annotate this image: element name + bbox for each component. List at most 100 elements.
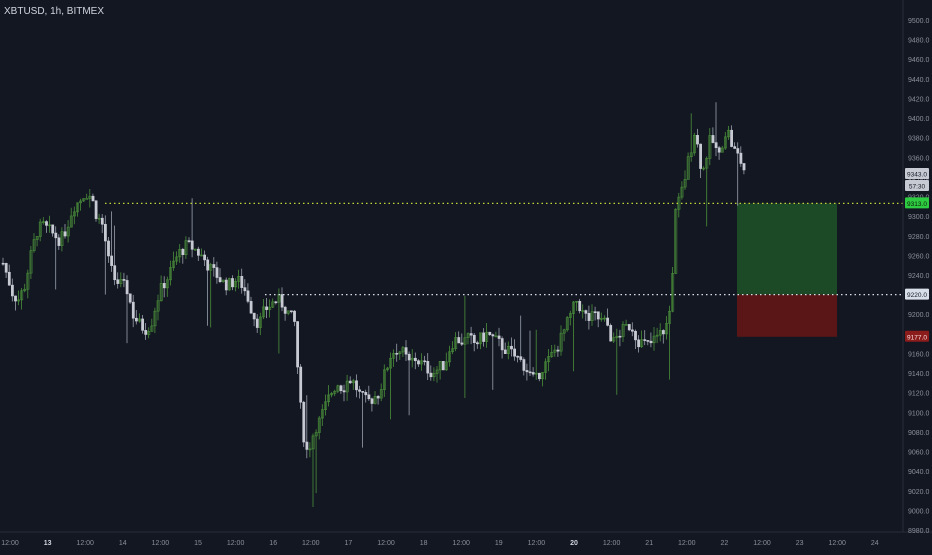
candle-up bbox=[466, 333, 470, 338]
candle-up bbox=[271, 301, 275, 308]
level-lines bbox=[105, 202, 903, 296]
time-axis: 12:00 13 12:00 14 12:00 15 12:00 16 12:00 17 12:00… bbox=[1, 540, 879, 547]
candle-down bbox=[57, 237, 61, 246]
candle-up bbox=[671, 273, 675, 312]
candle-down bbox=[249, 301, 253, 314]
candle-down bbox=[91, 195, 95, 202]
candle-down bbox=[717, 147, 721, 153]
candle-down bbox=[45, 221, 48, 226]
candle-up bbox=[26, 272, 30, 290]
time-tick-label: 15 bbox=[194, 540, 202, 547]
candle-up bbox=[193, 248, 197, 251]
candle-down bbox=[135, 317, 138, 322]
candle-up bbox=[686, 156, 690, 180]
candle-up bbox=[156, 300, 160, 312]
candle-down bbox=[742, 163, 746, 171]
candle-down bbox=[339, 385, 343, 392]
candle-down bbox=[63, 231, 67, 237]
candle-up bbox=[20, 290, 24, 301]
candle-up bbox=[88, 195, 92, 199]
candle-up bbox=[60, 231, 64, 246]
candle-up bbox=[166, 279, 169, 289]
candle-down bbox=[144, 330, 148, 335]
price-tick-label: 9020.0 bbox=[908, 489, 930, 496]
candle-down bbox=[606, 317, 610, 326]
candle-down bbox=[203, 254, 207, 261]
candle-up bbox=[479, 332, 482, 345]
candle-up bbox=[451, 348, 455, 353]
target-price-label: 9313.0 bbox=[907, 201, 927, 208]
candle-up bbox=[69, 215, 73, 228]
candle-up bbox=[308, 448, 312, 451]
candle-up bbox=[234, 281, 238, 288]
candle-up bbox=[228, 278, 231, 291]
candle-down bbox=[500, 338, 504, 351]
candle-up bbox=[435, 369, 439, 374]
target-zone[interactable] bbox=[737, 203, 837, 295]
candle-down bbox=[711, 135, 715, 143]
candle-up bbox=[621, 324, 625, 337]
candle-down bbox=[51, 224, 55, 234]
stop-zone[interactable] bbox=[737, 294, 837, 337]
time-tick-label: 16 bbox=[269, 540, 277, 547]
candle-up bbox=[438, 361, 442, 371]
candle-up bbox=[541, 372, 544, 380]
candle-down bbox=[730, 129, 734, 147]
candle-down bbox=[224, 279, 228, 291]
candle-up bbox=[169, 267, 172, 281]
candle-up bbox=[615, 335, 619, 338]
candle-down bbox=[513, 348, 517, 357]
price-tick-label: 9380.0 bbox=[908, 136, 930, 143]
candle-down bbox=[181, 248, 185, 255]
candle-down bbox=[289, 310, 293, 313]
candle-down bbox=[413, 357, 417, 362]
candle-down bbox=[370, 398, 374, 404]
candle-down bbox=[503, 349, 507, 354]
candle-up bbox=[209, 264, 213, 271]
candle-down bbox=[293, 310, 296, 322]
candle-down bbox=[525, 370, 529, 373]
candle-up bbox=[262, 306, 265, 318]
time-tick-label: 12:00 bbox=[828, 540, 846, 547]
candle-down bbox=[714, 142, 718, 148]
entry-price-label-bg bbox=[905, 288, 929, 300]
candle-down bbox=[283, 306, 287, 314]
candle-up bbox=[382, 369, 386, 390]
candle-down bbox=[472, 334, 476, 344]
candle-up bbox=[655, 334, 659, 337]
candle-down bbox=[531, 372, 535, 375]
candle-down bbox=[491, 334, 495, 337]
price-tick-label: 9200.0 bbox=[908, 312, 930, 319]
candle-down bbox=[510, 345, 513, 350]
candle-down bbox=[736, 148, 740, 154]
candle-down bbox=[376, 396, 380, 399]
candle-up bbox=[314, 432, 318, 437]
candle-down bbox=[407, 353, 411, 361]
time-tick-label: 18 bbox=[420, 540, 428, 547]
time-tick-label: 14 bbox=[119, 540, 127, 547]
candle-up bbox=[612, 337, 616, 342]
candle-up bbox=[32, 239, 36, 251]
time-tick-label: 12:00 bbox=[452, 540, 470, 547]
candle-up bbox=[82, 198, 86, 202]
candle-down bbox=[395, 353, 399, 355]
symbol-title: XBTUSD, 1h, BITMEX bbox=[4, 6, 105, 17]
time-tick-label: 19 bbox=[495, 540, 503, 547]
price-tick-label: 9300.0 bbox=[908, 214, 930, 221]
candle-down bbox=[587, 313, 591, 321]
candle-down bbox=[634, 330, 637, 341]
candle-up bbox=[38, 221, 42, 237]
candle-up bbox=[29, 250, 33, 274]
candle-down bbox=[1, 262, 5, 265]
candle-up bbox=[668, 310, 672, 324]
candle-down bbox=[556, 349, 560, 352]
candle-up bbox=[153, 310, 157, 327]
candle-down bbox=[231, 278, 234, 288]
candle-up bbox=[547, 356, 551, 363]
candle-down bbox=[646, 340, 650, 342]
candle-up bbox=[506, 345, 510, 354]
price-tick-label: 9120.0 bbox=[908, 391, 930, 398]
time-tick-label: 12:00 bbox=[227, 540, 245, 547]
